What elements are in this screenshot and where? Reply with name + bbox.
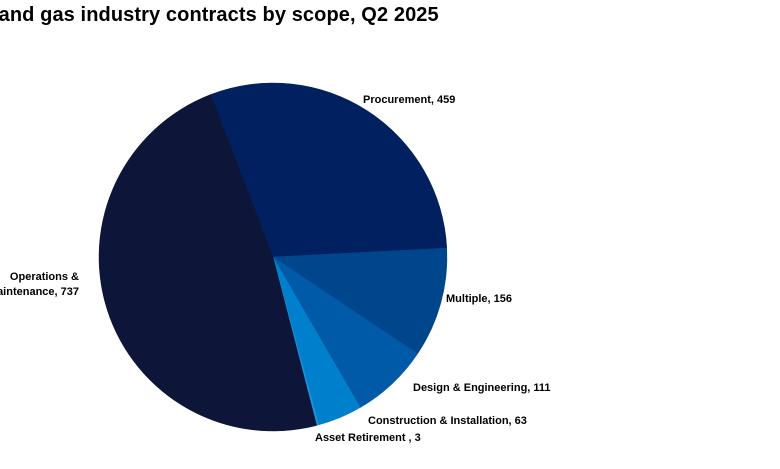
pie-slices [98,82,448,432]
pie-label-asset-retirement: Asset Retirement , 3 [315,432,421,444]
pie-slice-multiple [272,247,448,355]
pie-slice-procurement [210,82,448,258]
pie-label-construction-and-installation: Construction & Installation, 63 [368,415,527,427]
pie-slice-operations-and-maintenance [98,94,317,432]
pie-labels: Procurement, 459 Multiple, 156 Design & En… [0,94,551,444]
pie-label-procurement: Procurement, 459 [363,94,455,106]
chart-title: Oil and gas industry contracts by scope,… [0,4,439,26]
pie-label-operations-and-maintenance: Operations &Maintenance, 737 [0,271,79,298]
pie-label-multiple: Multiple, 156 [446,293,512,305]
pie-label-design-and-engineering: Design & Engineering, 111 [413,382,551,394]
